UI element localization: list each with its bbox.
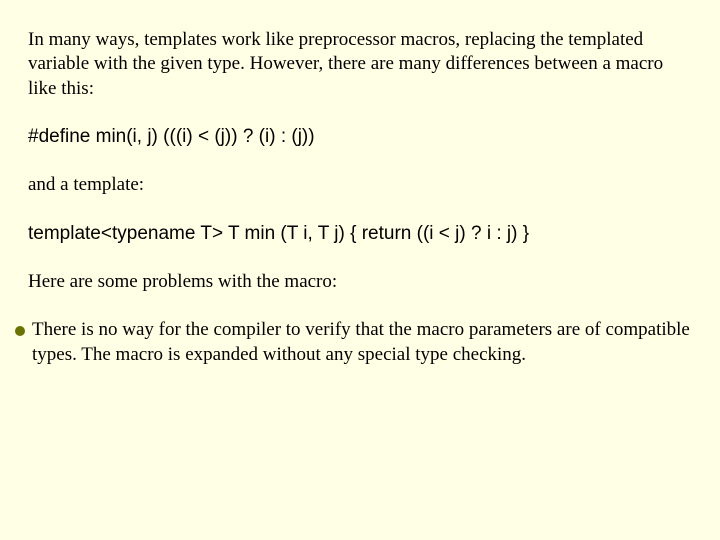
problems-intro-text: Here are some problems with the macro: [28,270,692,294]
bullet-icon [14,325,26,337]
intro-paragraph: In many ways, templates work like prepro… [28,28,692,101]
bullet-text-1: There is no way for the compiler to veri… [32,318,692,367]
bullet-item-1: There is no way for the compiler to veri… [14,318,692,367]
slide-body: In many ways, templates work like prepro… [0,0,720,540]
macro-define-code: #define min(i, j) (((i) < (j)) ? (i) : (… [28,125,692,149]
template-code: template<typename T> T min (T i, T j) { … [28,222,692,246]
and-a-template-text: and a template: [28,173,692,197]
